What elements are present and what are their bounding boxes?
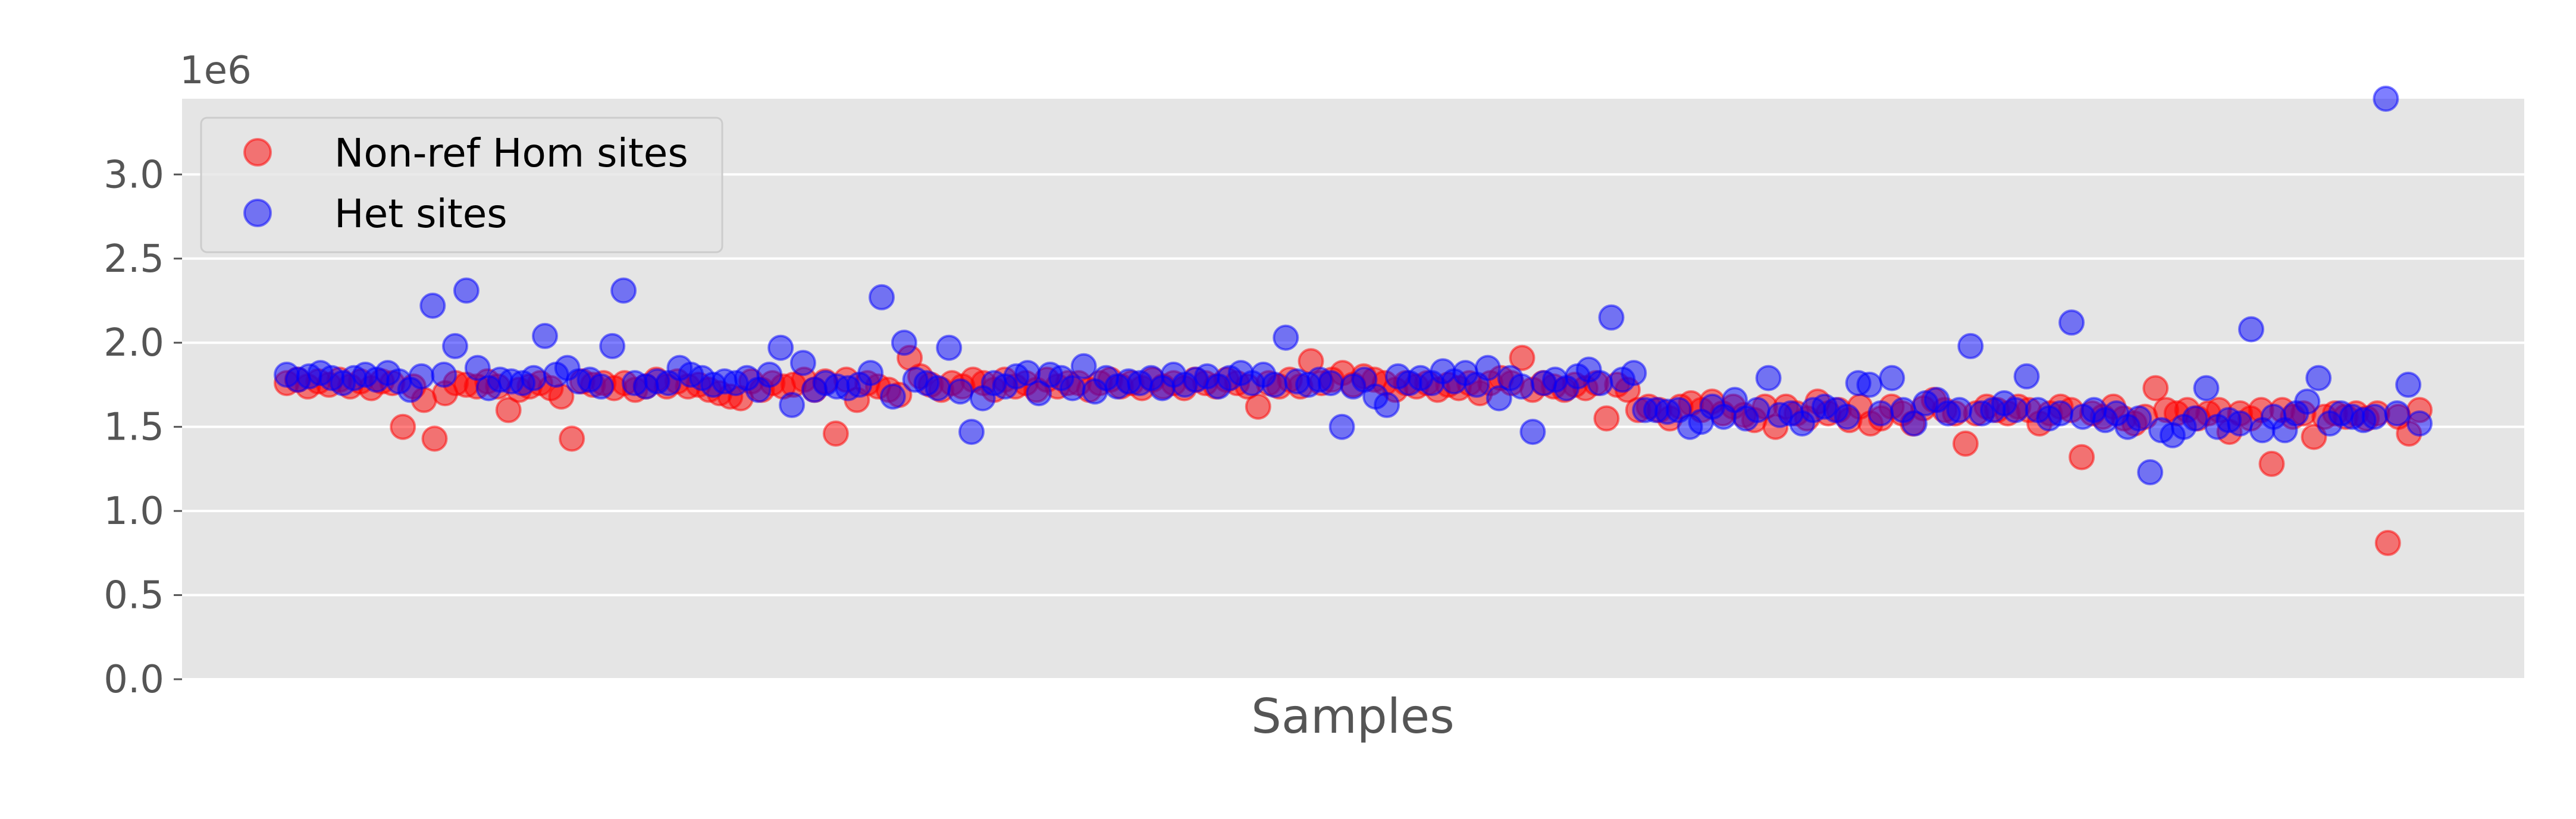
data-point xyxy=(431,362,457,388)
data-point xyxy=(756,362,783,388)
legend-marker-het xyxy=(243,199,272,227)
y-tick-label: 2.0 xyxy=(104,321,164,365)
data-point xyxy=(2305,365,2332,391)
y-tick-label: 1.5 xyxy=(104,406,164,450)
data-point xyxy=(559,425,585,452)
legend-label-non-ref-hom: Non-ref Hom sites xyxy=(334,130,688,176)
data-point xyxy=(2142,375,2169,401)
data-point xyxy=(1901,410,1928,437)
data-point xyxy=(1867,400,1894,426)
data-point xyxy=(2193,375,2220,401)
y-tick-label: 1.0 xyxy=(104,489,164,534)
data-point xyxy=(1245,393,1271,420)
y-offset-label: 1e6 xyxy=(180,49,252,93)
data-point xyxy=(2258,450,2285,477)
data-point xyxy=(390,413,416,440)
data-point xyxy=(779,391,806,418)
data-point xyxy=(822,421,849,447)
data-point xyxy=(1519,419,1546,445)
data-points xyxy=(274,86,2433,556)
data-point xyxy=(1879,365,1906,391)
data-point xyxy=(1598,304,1625,331)
data-point xyxy=(1946,397,1973,423)
data-point xyxy=(1374,391,1400,418)
legend-label-het: Het sites xyxy=(334,191,507,237)
data-point xyxy=(857,360,884,387)
data-point xyxy=(532,322,558,349)
data-point xyxy=(1328,413,1355,440)
data-point xyxy=(408,363,435,390)
data-point xyxy=(1317,370,1344,397)
data-point xyxy=(1593,405,1620,432)
legend-box xyxy=(200,117,723,253)
data-point xyxy=(1587,370,1613,397)
legend-marker-non-ref-hom xyxy=(243,138,272,167)
data-point xyxy=(1070,353,1097,379)
data-point xyxy=(2227,410,2254,437)
data-point xyxy=(1509,344,1535,371)
data-point xyxy=(442,332,468,359)
data-point xyxy=(421,425,448,452)
data-point xyxy=(2361,403,2388,430)
data-point xyxy=(2182,405,2208,432)
data-point xyxy=(789,350,816,376)
data-point xyxy=(2069,444,2095,470)
data-point xyxy=(1952,430,1979,457)
data-point xyxy=(2373,86,2399,112)
data-point xyxy=(925,375,951,401)
data-point xyxy=(1486,385,1512,412)
data-point xyxy=(464,354,491,381)
data-point xyxy=(2374,529,2401,556)
data-point xyxy=(1957,332,1984,359)
data-point xyxy=(2238,316,2264,343)
data-point xyxy=(1621,360,1647,387)
data-point xyxy=(599,332,626,359)
y-tick-label: 2.5 xyxy=(104,237,164,281)
data-point xyxy=(2294,388,2321,415)
data-point xyxy=(2126,405,2152,432)
y-tick-label: 0.0 xyxy=(104,658,164,702)
y-axis: 0.0 0.5 1.0 1.5 2.0 2.5 3.0 xyxy=(104,153,182,702)
data-point xyxy=(2002,397,2029,423)
data-point xyxy=(1261,371,1288,398)
data-point xyxy=(2137,459,2164,485)
data-point xyxy=(2047,400,2074,426)
data-point xyxy=(1508,373,1535,400)
data-point xyxy=(1474,354,1501,381)
data-point xyxy=(936,334,963,361)
data-point xyxy=(1273,324,1299,351)
data-point xyxy=(419,293,446,319)
data-point xyxy=(453,277,480,304)
data-point xyxy=(891,330,917,356)
data-point xyxy=(1755,365,1782,391)
data-point xyxy=(2384,400,2411,426)
data-point xyxy=(947,378,974,405)
data-point xyxy=(2395,371,2422,398)
data-point xyxy=(1834,403,1860,430)
data-point xyxy=(610,277,637,304)
data-point xyxy=(1856,371,1883,398)
series-1-points xyxy=(274,86,2433,485)
data-point xyxy=(869,284,895,310)
data-point xyxy=(521,365,547,391)
data-point xyxy=(767,334,794,361)
data-point xyxy=(588,373,615,400)
data-point xyxy=(1059,375,1086,401)
y-tick-label: 0.5 xyxy=(104,574,164,618)
data-point xyxy=(2058,309,2085,336)
data-point xyxy=(958,419,985,445)
y-tick-label: 3.0 xyxy=(104,153,164,197)
data-point xyxy=(1744,397,1770,423)
legend: Non-ref Hom sites Het sites xyxy=(200,117,723,253)
data-point xyxy=(495,397,522,423)
x-axis-label: Samples xyxy=(1251,689,1455,744)
data-point xyxy=(2406,410,2433,437)
data-point xyxy=(879,383,906,410)
data-point xyxy=(2013,363,2040,390)
